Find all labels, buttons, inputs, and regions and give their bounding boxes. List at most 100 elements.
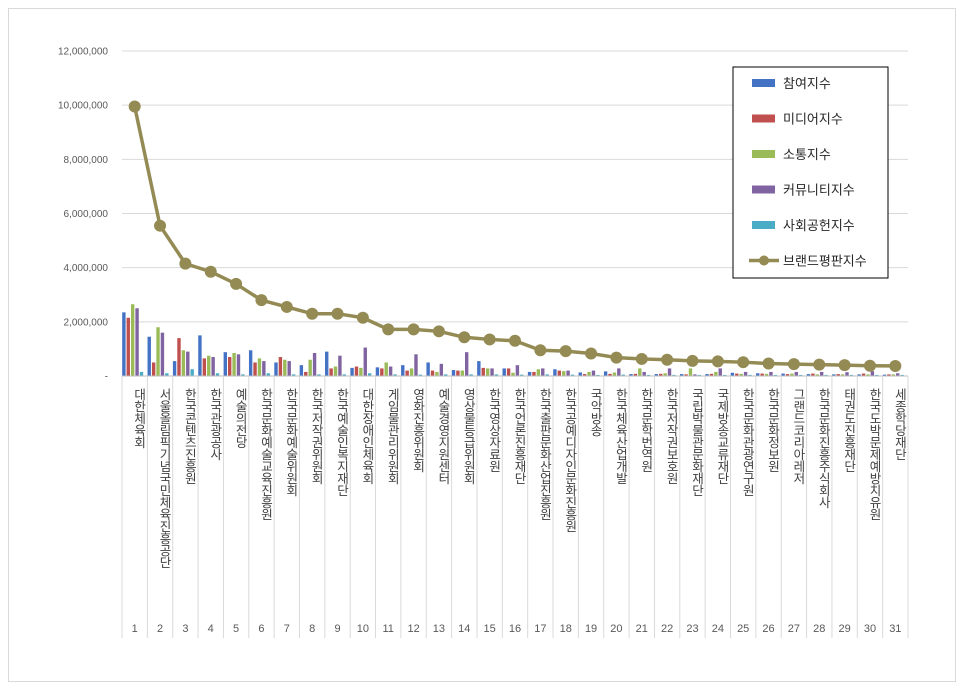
rank-label: 12 xyxy=(407,623,419,635)
bar-미디어지수 xyxy=(126,317,130,376)
bar-사회공헌지수 xyxy=(570,374,575,376)
bar-소통지수 xyxy=(333,366,338,376)
bar-소통지수 xyxy=(764,373,769,376)
bar-미디어지수 xyxy=(735,373,739,376)
bar-커뮤니티지수 xyxy=(312,352,317,376)
brand-index-point xyxy=(204,265,217,278)
bar-커뮤니티지수 xyxy=(794,371,799,376)
category-label: 한국체육산업개발 xyxy=(613,388,628,484)
rank-label: 14 xyxy=(458,623,470,635)
legend-label: 소통지수 xyxy=(783,148,831,163)
bar-참여지수 xyxy=(325,351,329,376)
bar-미디어지수 xyxy=(177,338,181,376)
rank-label: 24 xyxy=(712,623,724,635)
rank-label: 19 xyxy=(585,623,597,635)
bar-커뮤니티지수 xyxy=(211,357,215,376)
bar-소통지수 xyxy=(663,373,667,376)
rank-label: 15 xyxy=(484,623,496,635)
bar-사회공헌지수 xyxy=(165,373,169,376)
legend-label: 사회공헌지수 xyxy=(783,219,855,234)
bar-커뮤니티지수 xyxy=(693,374,697,376)
y-tick-label: 4,000,000 xyxy=(64,263,109,274)
rank-label: 13 xyxy=(433,623,445,635)
rank-label: 17 xyxy=(534,623,546,635)
brand-index-point xyxy=(863,359,876,372)
bar-커뮤니티지수 xyxy=(186,351,190,376)
bar-커뮤니티지수 xyxy=(769,371,773,376)
legend-label: 커뮤니티지수 xyxy=(783,184,855,199)
rank-label: 9 xyxy=(334,623,340,635)
legend-swatch-미디어지수 xyxy=(752,114,775,123)
bar-커뮤니티지수 xyxy=(414,354,418,376)
category-label: 태권도진흥재단 xyxy=(842,388,857,472)
bar-커뮤니티지수 xyxy=(515,365,520,376)
legend-box xyxy=(732,66,889,279)
bar-소통지수 xyxy=(359,367,363,376)
bar-소통지수 xyxy=(790,373,794,376)
bar-커뮤니티지수 xyxy=(743,371,748,376)
bar-소통지수 xyxy=(485,368,490,376)
rank-label: 30 xyxy=(864,623,876,635)
category-label: 한국문학번역원 xyxy=(639,388,654,472)
brand-index-point xyxy=(813,358,826,371)
legend-label: 미디어지수 xyxy=(783,113,843,128)
bar-소통지수 xyxy=(308,359,312,376)
brand-index-point xyxy=(661,353,674,366)
bar-참여지수 xyxy=(172,361,177,376)
bar-커뮤니티지수 xyxy=(388,366,393,376)
rank-label: 1 xyxy=(132,623,138,635)
bar-커뮤니티지수 xyxy=(870,371,875,376)
rank-label: 2 xyxy=(157,623,163,635)
brand-index-point xyxy=(230,277,243,290)
bar-사회공헌지수 xyxy=(875,374,879,376)
bar-미디어지수 xyxy=(709,373,714,376)
bar-사회공헌지수 xyxy=(444,374,448,376)
bar-소통지수 xyxy=(232,352,236,376)
bar-참여지수 xyxy=(679,374,684,376)
bar-커뮤니티지수 xyxy=(541,368,545,376)
bar-참여지수 xyxy=(451,370,456,376)
brand-index-point xyxy=(306,307,319,320)
brand-index-point xyxy=(356,311,369,324)
brand-index-point xyxy=(711,355,724,368)
rank-label: 20 xyxy=(610,623,622,635)
bar-사회공헌지수 xyxy=(722,374,727,376)
bar-사회공헌지수 xyxy=(139,371,144,376)
bar-사회공헌지수 xyxy=(773,374,778,376)
bar-커뮤니티지수 xyxy=(439,363,444,376)
brand-index-point xyxy=(280,300,293,313)
bar-참여지수 xyxy=(147,336,151,376)
brand-index-point xyxy=(787,358,800,371)
bar-사회공헌지수 xyxy=(621,374,625,376)
bar-미디어지수 xyxy=(760,373,764,376)
brand-index-point xyxy=(407,323,420,336)
bar-소통지수 xyxy=(536,369,541,376)
bar-참여지수 xyxy=(705,374,709,376)
bar-사회공헌지수 xyxy=(646,374,651,376)
rank-label: 7 xyxy=(284,623,290,635)
bar-사회공헌지수 xyxy=(266,373,270,376)
rank-label: 31 xyxy=(889,623,901,635)
bar-소통지수 xyxy=(688,368,693,376)
category-label: 세종학당재단 xyxy=(892,388,907,460)
bar-참여지수 xyxy=(806,374,811,376)
bar-커뮤니티지수 xyxy=(363,347,367,376)
brand-index-point xyxy=(458,331,471,344)
brand-index-point xyxy=(432,325,445,338)
bar-참여지수 xyxy=(603,371,608,376)
category-label: 예술의전당 xyxy=(233,388,248,448)
category-label: 한국관광공사 xyxy=(208,388,223,460)
bar-참여지수 xyxy=(756,373,760,376)
category-label: 한국문화관광연구원 xyxy=(740,388,755,496)
rank-label: 5 xyxy=(233,623,239,635)
bar-series xyxy=(122,304,904,376)
brand-index-point xyxy=(255,294,268,307)
brand-index-point xyxy=(686,354,699,367)
rank-label: 11 xyxy=(383,623,394,635)
bar-소통지수 xyxy=(612,372,617,376)
bar-소통지수 xyxy=(130,304,135,376)
bar-소통지수 xyxy=(739,373,743,376)
category-label: 한국출판문화산업진흥원 xyxy=(537,388,552,520)
